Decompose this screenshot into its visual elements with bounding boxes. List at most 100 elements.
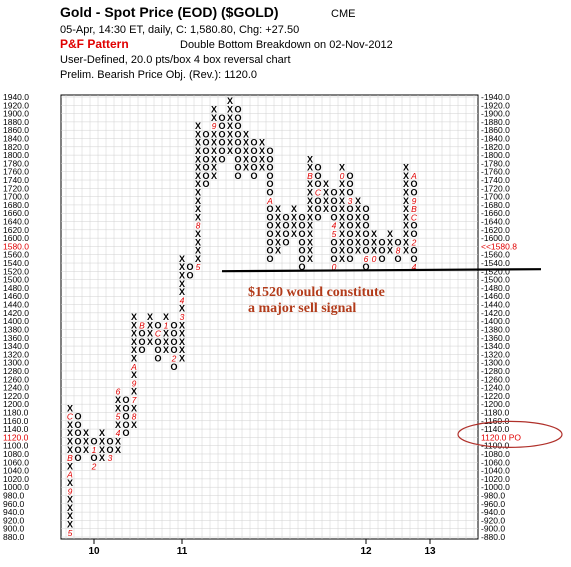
pnf-o-mark: O: [154, 354, 161, 364]
pnf-o-mark: O: [410, 221, 417, 231]
y-tick-label-left: 1720.0: [3, 183, 29, 193]
y-tick-label-right: -1680.0: [481, 200, 510, 210]
pnf-x-mark: X: [131, 337, 137, 347]
pnf-x-mark: X: [179, 320, 185, 330]
y-tick-label-right: -1560.0: [481, 250, 510, 260]
y-tick-label-left: 1840.0: [3, 134, 29, 144]
pnf-x-mark: X: [67, 478, 73, 488]
y-tick-label-right: -1400.0: [481, 316, 510, 326]
pnf-x-mark: X: [403, 187, 409, 197]
pnf-o-mark: O: [74, 437, 81, 447]
pnf-o-mark: O: [410, 254, 417, 264]
pnf-x-mark: X: [131, 403, 137, 413]
pnf-x-mark: X: [195, 204, 201, 214]
pnf-x-mark: X: [243, 163, 249, 173]
pnf-x-mark: X: [291, 221, 297, 231]
pnf-o-mark: O: [170, 337, 177, 347]
pnf-o-mark: O: [266, 154, 273, 164]
pnf-x-mark: X: [147, 312, 153, 322]
pnf-o-mark: O: [138, 329, 145, 339]
pnf-x-mark: X: [211, 138, 217, 148]
y-tick-label-left: 1800.0: [3, 150, 29, 160]
pnf-o-mark: O: [330, 196, 337, 206]
month-marker: 2: [91, 461, 97, 471]
y-tick-label-left: 1060.0: [3, 457, 29, 467]
pnf-o-mark: O: [410, 187, 417, 197]
month-marker: 3: [180, 312, 185, 322]
pnf-o-mark: O: [218, 146, 225, 156]
pnf-o-mark: O: [362, 204, 369, 214]
pnf-o-mark: O: [346, 212, 353, 222]
month-marker: A: [266, 196, 273, 206]
pnf-o-mark: O: [234, 138, 241, 148]
y-tick-label-left: 1480.0: [3, 283, 29, 293]
pnf-o-mark: O: [362, 246, 369, 256]
y-tick-label-right: -1700.0: [481, 192, 510, 202]
pnf-x-mark: X: [83, 445, 89, 455]
y-tick-label-right: -1160.0: [481, 416, 509, 426]
y-tick-label-left: 1700.0: [3, 192, 29, 202]
pnf-x-mark: X: [227, 104, 233, 114]
y-tick-label-right: -1940.0: [481, 92, 510, 102]
pnf-o-mark: O: [362, 212, 369, 222]
y-tick-label-left: 1020.0: [3, 474, 29, 484]
pnf-o-mark: O: [266, 212, 273, 222]
month-marker: 8: [196, 221, 201, 231]
y-tick-label-right: -920.0: [481, 515, 505, 525]
pnf-o-mark: O: [250, 138, 257, 148]
y-tick-label-left: 1900.0: [3, 109, 29, 119]
pnf-o-mark: O: [122, 395, 129, 405]
pnf-o-mark: O: [394, 254, 401, 264]
pnf-o-mark: O: [234, 121, 241, 131]
y-tick-label-right: -1420.0: [481, 308, 510, 318]
pnf-x-mark: X: [67, 445, 73, 455]
y-tick-label-left: 1400.0: [3, 316, 29, 326]
pnf-o-mark: O: [362, 237, 369, 247]
pnf-x-mark: X: [195, 179, 201, 189]
pnf-x-mark: X: [179, 279, 185, 289]
pnf-x-mark: X: [131, 320, 137, 330]
pnf-x-mark: X: [131, 420, 137, 430]
y-tick-label-left: 1740.0: [3, 175, 29, 185]
pnf-o-mark: O: [266, 187, 273, 197]
pnf-x-mark: X: [195, 163, 201, 173]
y-tick-label-left: 1420.0: [3, 308, 29, 318]
chart-title: Gold - Spot Price (EOD) ($GOLD): [60, 4, 279, 20]
pnf-x-mark: X: [259, 163, 265, 173]
y-tick-label-left: 1260.0: [3, 374, 29, 384]
y-tick-label-right: -1280.0: [481, 366, 510, 376]
pnf-columns: XXXXXXXXXXXOOOOOOXXXOOXXXXOOXXXXXOOOOOXX…: [67, 96, 418, 529]
pnf-x-mark: X: [195, 129, 201, 139]
month-marker: 9: [412, 196, 417, 206]
plot-frame: [60, 94, 479, 540]
y-tick-label-right: -1660.0: [481, 208, 510, 218]
pnf-x-mark: X: [291, 229, 297, 239]
pnf-x-mark: X: [275, 204, 281, 214]
pnf-o-mark: O: [170, 345, 177, 355]
pnf-x-mark: X: [387, 229, 393, 239]
month-marker: C: [155, 329, 162, 339]
pnf-o-mark: O: [218, 113, 225, 123]
y-tick-label-right: -1240.0: [481, 383, 510, 393]
pnf-x-mark: X: [307, 154, 313, 164]
annotation-line-2: a major sell signal: [248, 301, 356, 316]
y-tick-label-left: 1160.0: [3, 416, 29, 426]
pnf-o-mark: O: [266, 204, 273, 214]
pnf-o-mark: O: [266, 254, 273, 264]
pnf-o-mark: O: [346, 237, 353, 247]
sell-signal-line: [221, 268, 542, 273]
pnf-o-mark: O: [314, 196, 321, 206]
y-tick-label-right: -1340.0: [481, 341, 510, 351]
pnf-o-mark: O: [74, 412, 81, 422]
y-tick-label-left: 1100.0: [3, 441, 29, 451]
y-tick-label-right: -980.0: [481, 490, 505, 500]
y-tick-label-left: 1580.0: [3, 241, 29, 251]
month-marker: 6: [116, 387, 121, 397]
y-tick-label-left: 1440.0: [3, 300, 29, 310]
pnf-x-mark: X: [115, 420, 121, 430]
pnf-o-mark: O: [330, 204, 337, 214]
pnf-x-mark: X: [179, 287, 185, 297]
y-tick-label-left: 1120.0: [3, 432, 29, 442]
pnf-o-mark: O: [202, 138, 209, 148]
month-marker: 5: [332, 229, 337, 239]
